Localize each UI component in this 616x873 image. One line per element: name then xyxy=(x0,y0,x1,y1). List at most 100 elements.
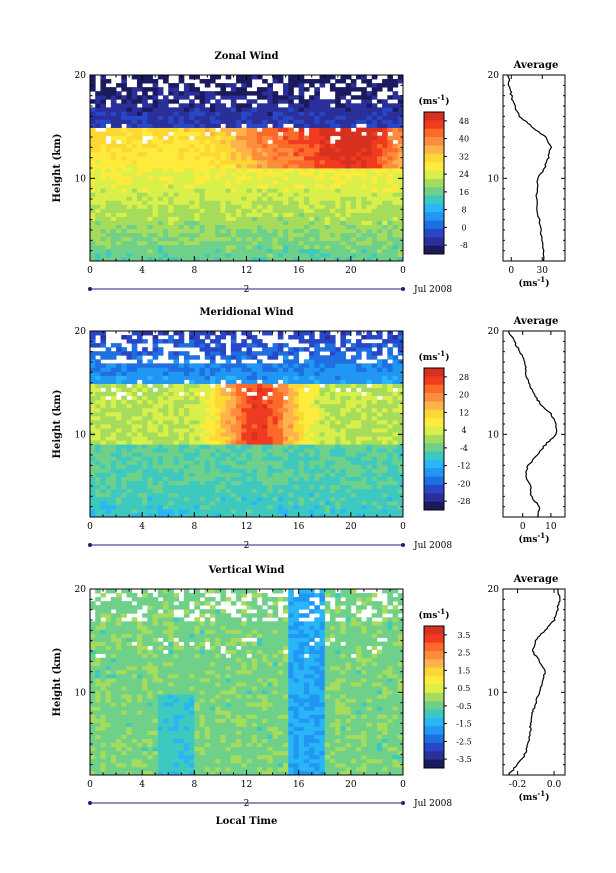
heatmap-cell xyxy=(220,216,227,221)
heatmap-cell xyxy=(152,216,159,221)
heatmap-cell xyxy=(267,367,273,372)
day-axis-end xyxy=(401,287,405,291)
heatmap-cell xyxy=(90,119,96,124)
heatmap-cell xyxy=(361,387,367,393)
heatmap-cell xyxy=(178,139,185,145)
heatmap-cell xyxy=(126,240,133,246)
heatmap-cell xyxy=(256,228,263,234)
heatmap-cell xyxy=(376,180,383,185)
heatmap-cell xyxy=(236,391,242,397)
heatmap-cell xyxy=(204,107,211,112)
heatmap-cell xyxy=(225,403,232,409)
heatmap-cell xyxy=(225,476,232,482)
heatmap-cell xyxy=(277,395,284,401)
heatmap-cell xyxy=(283,371,289,376)
heatmap-cell xyxy=(303,163,310,169)
heatmap-cell xyxy=(303,192,310,197)
heatmap-cell xyxy=(246,375,253,380)
heatmap-cell xyxy=(288,419,294,425)
heatmap-cell xyxy=(90,244,96,250)
heatmap-cell xyxy=(345,504,352,510)
heatmap-cell xyxy=(236,415,242,421)
heatmap-cell xyxy=(324,415,331,421)
heatmap-cell xyxy=(126,180,133,185)
heatmap-cell xyxy=(183,87,190,92)
heatmap-cell xyxy=(142,440,148,445)
heatmap-cell xyxy=(100,407,107,413)
heatmap-cell xyxy=(350,480,357,486)
heatmap-cell xyxy=(152,472,159,477)
heatmap-cell xyxy=(251,75,258,80)
heatmap-cell xyxy=(335,212,341,217)
heatmap-cell xyxy=(246,395,253,401)
heatmap-cell xyxy=(288,432,294,437)
heatmap-cell xyxy=(376,184,383,189)
heatmap-cell xyxy=(220,375,227,380)
heatmap-cell xyxy=(220,111,227,116)
heatmap-cell xyxy=(220,424,227,429)
heatmap-cell xyxy=(225,468,232,473)
heatmap-cell xyxy=(314,248,320,254)
heatmap-cell xyxy=(183,256,190,262)
heatmap-cell xyxy=(314,488,320,494)
heatmap-cell xyxy=(236,411,242,417)
heatmap-cell xyxy=(142,220,148,226)
heatmap-cell xyxy=(376,143,383,149)
heatmap-cell xyxy=(90,115,96,120)
heatmap-cell xyxy=(157,371,164,376)
heatmap-cell xyxy=(283,367,289,372)
heatmap-cell xyxy=(168,244,174,250)
heatmap-cell xyxy=(267,395,273,401)
heatmap-cell xyxy=(147,240,153,246)
heatmap-field xyxy=(90,75,404,262)
heatmap-cell xyxy=(324,115,331,120)
heatmap-cell xyxy=(345,220,352,226)
heatmap-cell xyxy=(371,107,378,112)
heatmap-cell xyxy=(267,432,273,437)
heatmap-cell xyxy=(204,216,211,221)
heatmap-cell xyxy=(356,424,362,429)
heatmap-cell xyxy=(329,508,336,514)
heatmap-cell xyxy=(283,460,289,465)
heatmap-cell xyxy=(241,83,247,88)
heatmap-cell xyxy=(350,196,357,201)
heatmap-cell xyxy=(277,147,284,153)
heatmap-cell xyxy=(136,363,143,368)
heatmap-cell xyxy=(241,127,247,133)
heatmap-cell xyxy=(95,99,101,104)
heatmap-cell xyxy=(220,115,227,120)
heatmap-cell xyxy=(178,448,185,453)
heatmap-cell xyxy=(340,419,347,425)
heatmap-cell xyxy=(178,252,185,258)
heatmap-cell xyxy=(110,127,117,133)
heatmap-cell xyxy=(90,135,96,141)
heatmap-cell xyxy=(356,476,362,482)
heatmap-cell xyxy=(147,379,153,384)
heatmap-cell xyxy=(100,403,107,409)
heatmap-cell xyxy=(236,444,242,449)
heatmap-cell xyxy=(147,504,153,510)
heatmap-cell xyxy=(178,440,185,445)
heatmap-cell xyxy=(116,512,122,518)
heatmap-cell xyxy=(90,111,96,116)
heatmap-cell xyxy=(288,224,294,230)
heatmap-cell xyxy=(194,492,200,498)
heatmap-cell xyxy=(272,476,279,482)
heatmap-cell xyxy=(397,391,404,397)
heatmap-cell xyxy=(225,371,232,376)
heatmap-cell xyxy=(105,456,112,461)
heatmap-cell xyxy=(194,371,200,376)
heatmap-cell xyxy=(376,115,383,120)
heatmap-cell xyxy=(256,391,263,397)
heatmap-cell xyxy=(329,419,336,425)
heatmap-cell xyxy=(319,244,326,250)
heatmap-cell xyxy=(356,367,362,372)
heatmap-cell xyxy=(251,188,258,193)
heatmap-cell xyxy=(136,375,143,380)
heatmap-cell xyxy=(236,180,242,185)
heatmap-cell xyxy=(209,119,216,124)
heatmap-cell xyxy=(251,196,258,201)
heatmap-cell xyxy=(309,395,315,401)
heatmap-cell xyxy=(204,168,211,173)
heatmap-cell xyxy=(105,484,112,490)
